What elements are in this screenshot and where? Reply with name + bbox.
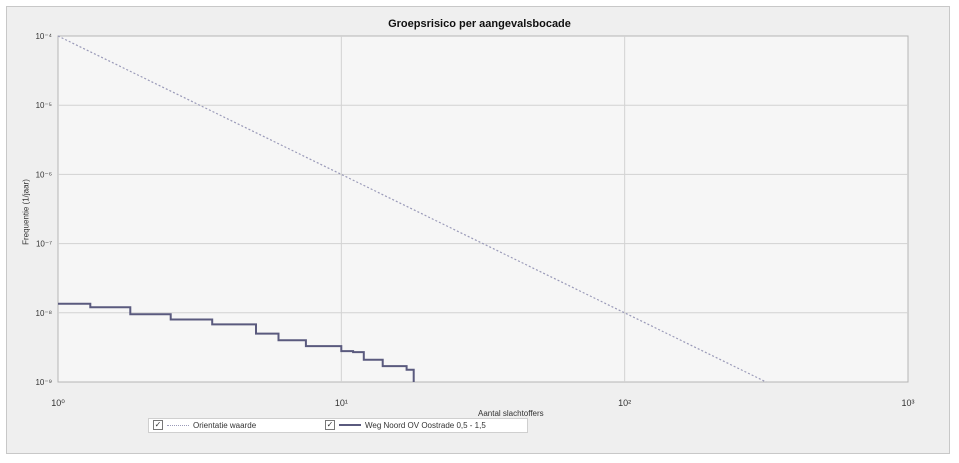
x-tick-label: 10⁰ xyxy=(51,398,65,408)
legend-swatch xyxy=(339,424,361,426)
y-tick-label: 10⁻⁴ xyxy=(35,32,52,41)
series-lines xyxy=(57,35,767,383)
x-tick-label: 10³ xyxy=(901,398,914,408)
y-tick-label: 10⁻⁶ xyxy=(36,170,52,179)
legend-label: Orientatie waarde xyxy=(193,420,257,430)
y-tick-label: 10⁻⁹ xyxy=(35,378,52,387)
x-tick-label: 10² xyxy=(618,398,631,408)
legend-swatch xyxy=(167,424,189,426)
chart-title: Groepsrisico per aangevalsbocade xyxy=(388,18,571,30)
legend-checkbox[interactable]: ✓ xyxy=(325,420,335,430)
legend-checkbox[interactable]: ✓ xyxy=(153,420,163,430)
legend-item-weg-noord[interactable]: ✓ Weg Noord OV Oostrade 0,5 - 1,5 xyxy=(325,420,486,430)
legend-label: Weg Noord OV Oostrade 0,5 - 1,5 xyxy=(365,420,486,430)
x-tick-label: 10¹ xyxy=(335,398,348,408)
x-axis-label: Aantal slachtoffers xyxy=(478,409,544,418)
series-line-1 xyxy=(57,35,767,383)
y-tick-label: 10⁻⁸ xyxy=(36,309,53,318)
y-tick-label: 10⁻⁷ xyxy=(36,240,52,249)
legend-item-orientatie[interactable]: ✓ Orientatie waarde xyxy=(153,420,256,430)
plot-area xyxy=(57,35,909,383)
y-tick-label: 10⁻⁵ xyxy=(36,101,52,110)
tick-labels: 10⁰ 10¹ 10² 10³ 10⁻⁴ 10⁻⁵ 10⁻⁶ 10⁻⁷ 10⁻⁸ 10⁻⁹ xyxy=(35,32,914,408)
legend: ✓ Orientatie waarde ✓ Weg Noord OV Oostr… xyxy=(148,418,528,433)
series-line-2 xyxy=(58,302,415,382)
